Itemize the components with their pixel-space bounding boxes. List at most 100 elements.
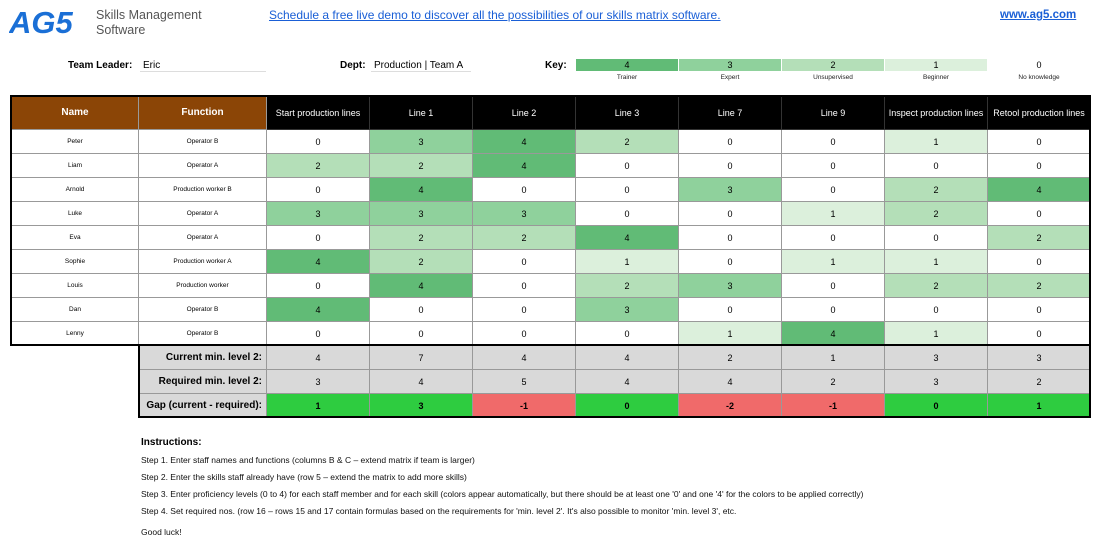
required-min-level-cell[interactable]: 4 (679, 370, 782, 394)
skill-level-cell[interactable]: 0 (267, 226, 370, 250)
skill-level-cell[interactable]: 0 (679, 226, 782, 250)
skill-level-cell[interactable]: 4 (370, 274, 473, 298)
staff-name[interactable]: Luke (12, 202, 139, 226)
staff-function[interactable]: Operator B (139, 322, 267, 346)
skill-level-cell[interactable]: 0 (988, 202, 1091, 226)
skill-level-cell[interactable]: 0 (473, 274, 576, 298)
skill-level-cell[interactable]: 0 (782, 226, 885, 250)
skill-level-cell[interactable]: 0 (988, 322, 1091, 346)
staff-name[interactable]: Peter (12, 130, 139, 154)
skill-header[interactable]: Line 9 (782, 96, 885, 130)
skill-level-cell[interactable]: 0 (473, 250, 576, 274)
required-min-level-cell[interactable]: 5 (473, 370, 576, 394)
skill-level-cell[interactable]: 0 (473, 298, 576, 322)
skill-level-cell[interactable]: 4 (370, 178, 473, 202)
skill-level-cell[interactable]: 1 (885, 322, 988, 346)
staff-name[interactable]: Liam (12, 154, 139, 178)
team-leader-value[interactable]: Eric (140, 60, 266, 72)
skill-level-cell[interactable]: 3 (473, 202, 576, 226)
skill-level-cell[interactable]: 3 (679, 178, 782, 202)
skill-level-cell[interactable]: 0 (576, 178, 679, 202)
skill-level-cell[interactable]: 0 (679, 154, 782, 178)
staff-name[interactable]: Louis (12, 274, 139, 298)
staff-function[interactable]: Operator A (139, 154, 267, 178)
skill-header[interactable]: Retool production lines (988, 96, 1091, 130)
website-link[interactable]: www.ag5.com (1000, 9, 1077, 21)
skill-level-cell[interactable]: 2 (885, 178, 988, 202)
skill-level-cell[interactable]: 1 (679, 322, 782, 346)
skill-level-cell[interactable]: 4 (576, 226, 679, 250)
required-min-level-cell[interactable]: 4 (576, 370, 679, 394)
skill-level-cell[interactable]: 2 (885, 202, 988, 226)
required-min-level-cell[interactable]: 4 (370, 370, 473, 394)
skill-level-cell[interactable]: 2 (988, 226, 1091, 250)
skill-level-cell[interactable]: 2 (473, 226, 576, 250)
skill-level-cell[interactable]: 0 (988, 298, 1091, 322)
skill-level-cell[interactable]: 0 (473, 322, 576, 346)
skill-level-cell[interactable]: 0 (267, 178, 370, 202)
skill-level-cell[interactable]: 4 (473, 154, 576, 178)
skill-level-cell[interactable]: 0 (576, 154, 679, 178)
skill-level-cell[interactable]: 4 (782, 322, 885, 346)
skill-level-cell[interactable]: 1 (885, 130, 988, 154)
skill-header[interactable]: Line 3 (576, 96, 679, 130)
skill-level-cell[interactable]: 0 (885, 226, 988, 250)
skill-level-cell[interactable]: 0 (782, 178, 885, 202)
skill-level-cell[interactable]: 0 (370, 322, 473, 346)
skill-level-cell[interactable]: 3 (370, 202, 473, 226)
skill-level-cell[interactable]: 2 (885, 274, 988, 298)
skill-level-cell[interactable]: 0 (782, 154, 885, 178)
skill-header[interactable]: Line 1 (370, 96, 473, 130)
skill-level-cell[interactable]: 1 (782, 250, 885, 274)
skill-header[interactable]: Line 2 (473, 96, 576, 130)
skill-level-cell[interactable]: 0 (782, 130, 885, 154)
skill-level-cell[interactable]: 0 (576, 322, 679, 346)
required-min-level-cell[interactable]: 3 (267, 370, 370, 394)
skill-level-cell[interactable]: 0 (267, 322, 370, 346)
required-min-level-cell[interactable]: 2 (988, 370, 1091, 394)
skill-header[interactable]: Inspect production lines (885, 96, 988, 130)
skill-level-cell[interactable]: 0 (679, 202, 782, 226)
skill-level-cell[interactable]: 1 (576, 250, 679, 274)
skill-level-cell[interactable]: 0 (782, 274, 885, 298)
skill-level-cell[interactable]: 2 (988, 274, 1091, 298)
staff-function[interactable]: Production worker B (139, 178, 267, 202)
skill-level-cell[interactable]: 0 (267, 274, 370, 298)
staff-function[interactable]: Production worker A (139, 250, 267, 274)
skill-level-cell[interactable]: 2 (576, 130, 679, 154)
staff-function[interactable]: Operator A (139, 226, 267, 250)
skill-level-cell[interactable]: 4 (988, 178, 1091, 202)
demo-link[interactable]: Schedule a free live demo to discover al… (269, 8, 721, 22)
skill-level-cell[interactable]: 3 (576, 298, 679, 322)
skill-level-cell[interactable]: 0 (988, 250, 1091, 274)
staff-name[interactable]: Dan (12, 298, 139, 322)
skill-level-cell[interactable]: 2 (370, 154, 473, 178)
skill-level-cell[interactable]: 4 (267, 298, 370, 322)
staff-name[interactable]: Eva (12, 226, 139, 250)
skill-level-cell[interactable]: 1 (885, 250, 988, 274)
skill-header[interactable]: Start production lines (267, 96, 370, 130)
skill-header[interactable]: Line 7 (679, 96, 782, 130)
skill-level-cell[interactable]: 0 (679, 250, 782, 274)
skill-level-cell[interactable]: 0 (370, 298, 473, 322)
skill-level-cell[interactable]: 3 (267, 202, 370, 226)
skill-level-cell[interactable]: 0 (782, 298, 885, 322)
skill-level-cell[interactable]: 3 (679, 274, 782, 298)
skill-level-cell[interactable]: 2 (370, 250, 473, 274)
skill-level-cell[interactable]: 1 (782, 202, 885, 226)
skill-level-cell[interactable]: 0 (885, 154, 988, 178)
staff-name[interactable]: Lenny (12, 322, 139, 346)
required-min-level-cell[interactable]: 2 (782, 370, 885, 394)
skill-level-cell[interactable]: 2 (267, 154, 370, 178)
staff-function[interactable]: Production worker (139, 274, 267, 298)
skill-level-cell[interactable]: 0 (267, 130, 370, 154)
staff-name[interactable]: Arnold (12, 178, 139, 202)
skill-level-cell[interactable]: 0 (473, 178, 576, 202)
skill-level-cell[interactable]: 4 (473, 130, 576, 154)
skill-level-cell[interactable]: 0 (576, 202, 679, 226)
skill-level-cell[interactable]: 0 (679, 130, 782, 154)
dept-value[interactable]: Production | Team A (371, 60, 471, 72)
skill-level-cell[interactable]: 0 (988, 154, 1091, 178)
skill-level-cell[interactable]: 0 (679, 298, 782, 322)
skill-level-cell[interactable]: 2 (370, 226, 473, 250)
